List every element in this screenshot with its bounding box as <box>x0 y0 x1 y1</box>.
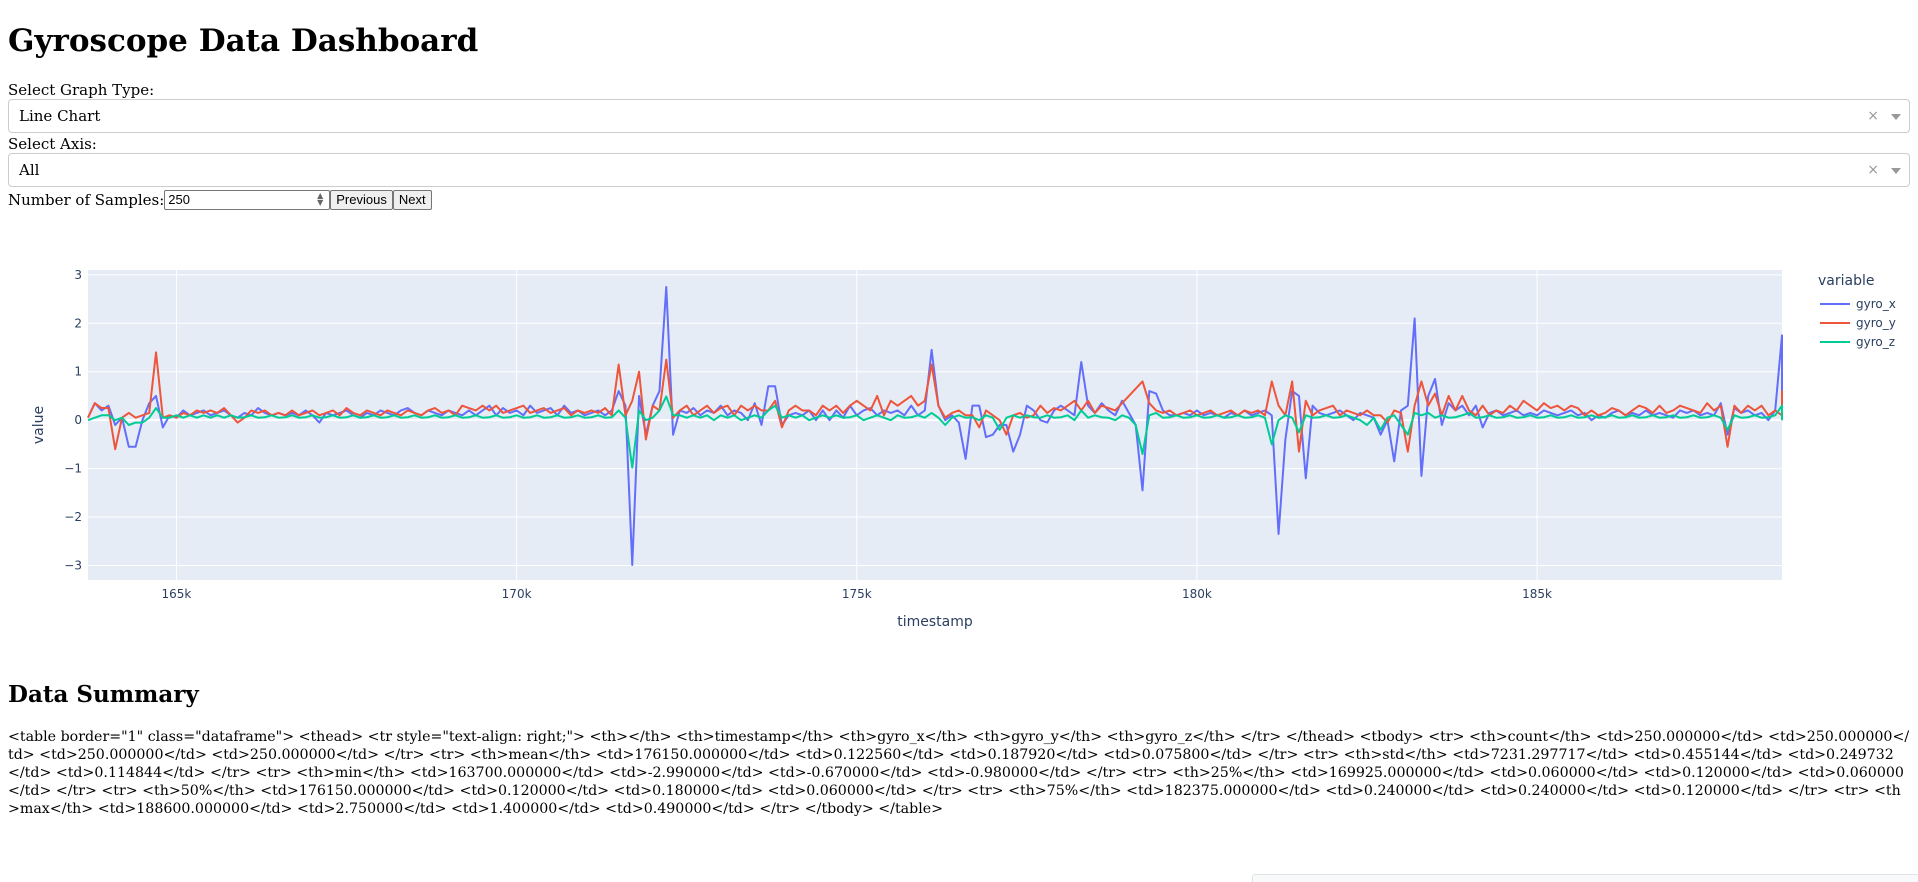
chevron-down-icon[interactable] <box>1891 168 1901 174</box>
series-line-gyro_y <box>87 351 1783 453</box>
legend-item-gyro_z: gyro_z <box>1856 335 1895 349</box>
close-icon[interactable]: × <box>1867 108 1879 124</box>
legend-title: variable <box>1818 273 1874 289</box>
summary-raw-text: <table border="1" class="dataframe"> <th… <box>8 729 1910 817</box>
stepper-arrows-icon[interactable]: ▲ ▼ <box>317 191 324 207</box>
y-tick-label: 3 <box>74 268 82 282</box>
axis-dropdown[interactable]: All × <box>8 153 1910 187</box>
graph-type-label: Select Graph Type: <box>8 81 155 99</box>
x-tick-label: 175k <box>842 587 872 601</box>
axis-value: All <box>19 161 40 179</box>
axis-label: Select Axis: <box>8 135 97 153</box>
page-title: Gyroscope Data Dashboard <box>8 23 479 59</box>
summary-title: Data Summary <box>8 681 199 708</box>
series-line-gyro_x <box>87 285 1783 566</box>
series-line-gyro_z <box>87 395 1783 469</box>
x-tick-label: 180k <box>1182 587 1212 601</box>
samples-control: Number of Samples: 250 ▲ ▼ Previous Next <box>8 189 432 211</box>
gyro-line-chart: 165k 170k 175k 180k 185k −3 −2 −1 0 1 2 3 timestamp v… <box>31 268 1896 630</box>
y-tick-label: 1 <box>74 365 82 379</box>
y-tick-label: −3 <box>64 558 82 572</box>
samples-label: Number of Samples: <box>8 191 165 209</box>
graph-type-value: Line Chart <box>19 107 101 125</box>
y-tick-label: 2 <box>74 316 82 330</box>
samples-input[interactable]: 250 ▲ ▼ <box>164 190 331 210</box>
chevron-down-icon[interactable] <box>1891 114 1901 120</box>
x-tick-label: 170k <box>502 587 532 601</box>
previous-button[interactable]: Previous <box>330 190 393 210</box>
y-axis-label: value <box>31 406 47 444</box>
bottom-panel-edge <box>1252 874 1918 882</box>
x-tick-label: 185k <box>1522 587 1552 601</box>
y-tick-label: −2 <box>64 510 82 524</box>
graph-type-dropdown[interactable]: Line Chart × <box>8 99 1910 133</box>
legend-item-gyro_x: gyro_x <box>1856 297 1896 311</box>
legend-item-gyro_y: gyro_y <box>1856 316 1896 330</box>
close-icon[interactable]: × <box>1867 162 1879 178</box>
y-tick-label: −1 <box>64 462 82 476</box>
x-axis-label: timestamp <box>897 614 973 630</box>
next-button[interactable]: Next <box>392 190 432 210</box>
samples-value: 250 <box>168 192 190 207</box>
x-tick-label: 165k <box>162 587 192 601</box>
y-tick-label: 0 <box>74 413 82 427</box>
plot-background <box>88 270 1782 580</box>
